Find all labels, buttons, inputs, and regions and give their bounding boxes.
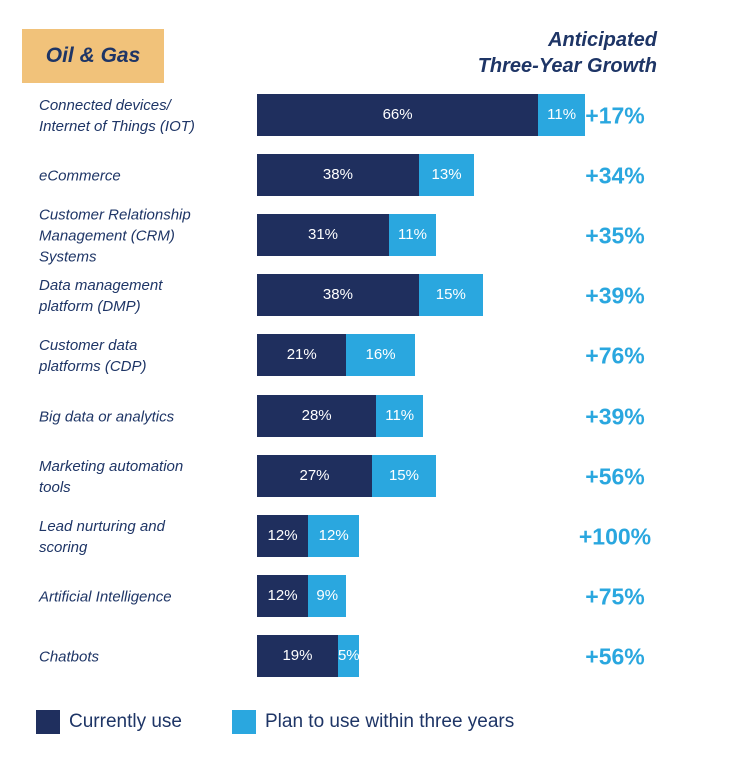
- category-label: Marketing automation tools: [39, 458, 184, 496]
- bar-plan-label: 15%: [388, 467, 419, 484]
- legend-label-current: Currently use: [69, 711, 182, 732]
- bar-plan: 16%: [346, 334, 415, 376]
- bar-plan-label: 9%: [316, 587, 339, 604]
- bar-plan: 11%: [376, 395, 424, 437]
- bar-current-label: 66%: [382, 106, 413, 123]
- bar-current-label: 12%: [267, 527, 298, 544]
- bar-current: 12%: [257, 515, 309, 557]
- growth-value: +100%: [578, 523, 652, 550]
- bar-current-label: 19%: [282, 647, 313, 664]
- growth-value: +75%: [585, 583, 645, 610]
- bar-plan-label: 16%: [365, 346, 396, 363]
- bar-plan-label: 13%: [431, 166, 462, 183]
- growth-value: +17%: [585, 102, 645, 129]
- bar-current-label: 38%: [322, 286, 353, 303]
- chart-row: Connected devices/Internet of Things (IO…: [0, 94, 730, 138]
- bar-plan: 5%: [337, 635, 360, 677]
- growth-header-line2: Three-Year Growth: [477, 55, 657, 77]
- category-label: eCommerce: [39, 167, 121, 185]
- category-label: Data management platform (DMP): [39, 277, 163, 315]
- chart-row: Customer Relationship Management (CRM) Sys…: [0, 207, 730, 266]
- bar-current: 19%: [257, 635, 338, 677]
- bar-current: 28%: [257, 395, 377, 437]
- category-label: Customer data platforms (CDP): [39, 337, 147, 375]
- bar-current-label: 21%: [286, 346, 317, 363]
- bar-plan-label: 12%: [318, 527, 349, 544]
- bar-plan: 13%: [418, 154, 475, 196]
- growth-header-line1: Anticipated: [548, 29, 657, 51]
- legend-label-plan: Plan to use within three years: [265, 711, 515, 732]
- bar-current-label: 27%: [299, 467, 330, 484]
- bar-plan-label: 11%: [547, 106, 577, 123]
- chart-row: Lead nurturing and scoring 12% 12% +100%: [0, 515, 730, 559]
- bar-current: 21%: [257, 334, 347, 376]
- legend-swatch-plan: [232, 710, 256, 734]
- growth-value: +35%: [585, 222, 645, 249]
- bar-plan: 9%: [308, 575, 347, 617]
- growth-value: +39%: [585, 403, 645, 430]
- chart-row: Big data or analytics 28% 11% +39%: [0, 395, 730, 439]
- bar-plan: 11%: [538, 94, 586, 136]
- growth-value: +76%: [585, 342, 645, 369]
- chart-row: Customer data platforms (CDP) 21% 16% +76%: [0, 334, 730, 378]
- bar-plan: 11%: [389, 214, 436, 256]
- bar-current: 38%: [257, 274, 419, 316]
- chart-row: Marketing automation tools 27% 15% +56%: [0, 455, 730, 499]
- bar-plan: 15%: [372, 455, 436, 497]
- chart-row: Chatbots 19% 5% +56%: [0, 635, 730, 679]
- chart-row: Artificial Intelligence 12% 9% +75%: [0, 575, 730, 619]
- legend-swatch-current: [36, 710, 60, 734]
- category-label: Customer Relationship Management (CRM) Sys…: [39, 206, 191, 266]
- industry-badge: Oil & Gas: [22, 29, 164, 83]
- bar-current: 31%: [257, 214, 390, 256]
- bar-current-label: 28%: [301, 407, 332, 424]
- category-label: Chatbots: [39, 648, 100, 666]
- bar-current-label: 12%: [267, 587, 298, 604]
- bar-current: 38%: [257, 154, 419, 196]
- category-label: Artificial Intelligence: [39, 588, 172, 606]
- growth-value: +56%: [585, 463, 645, 490]
- bar-current: 12%: [257, 575, 309, 617]
- category-label: Big data or analytics: [39, 408, 175, 426]
- growth-value: +39%: [585, 282, 645, 309]
- bar-current: 27%: [257, 455, 373, 497]
- bar-current-label: 38%: [322, 166, 353, 183]
- category-label: Connected devices/Internet of Things (IO…: [39, 97, 195, 135]
- bar-plan: 15%: [418, 274, 483, 316]
- chart-row: eCommerce 38% 13% +34%: [0, 154, 730, 198]
- bar-plan-label: 15%: [435, 286, 466, 303]
- category-label: Lead nurturing and scoring: [39, 518, 165, 556]
- bar-current-label: 31%: [308, 226, 339, 243]
- bar-plan-label: 5%: [337, 647, 360, 664]
- growth-value: +56%: [585, 643, 645, 670]
- bar-current: 66%: [257, 94, 539, 136]
- bar-plan-label: 11%: [385, 407, 415, 424]
- growth-value: +34%: [585, 162, 645, 189]
- bar-plan: 12%: [308, 515, 360, 557]
- bar-plan-label: 11%: [398, 226, 427, 243]
- growth-header: Anticipated Three-Year Growth: [478, 27, 657, 79]
- chart-row: Data management platform (DMP) 38% 15% +39%: [0, 274, 730, 318]
